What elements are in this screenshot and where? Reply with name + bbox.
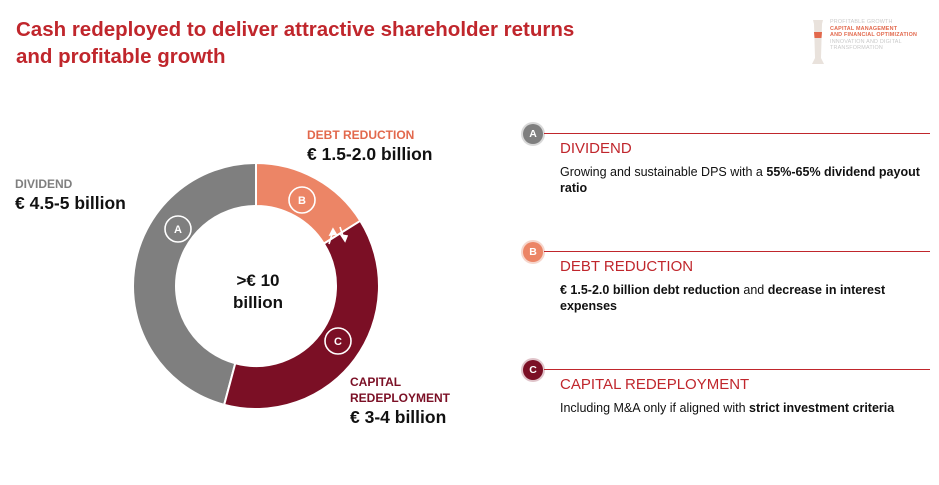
section-indicator: PROFITABLE GROWTH CAPITAL MANAGEMENT AND… (808, 15, 933, 67)
badge-a-icon: A (164, 215, 192, 243)
badge-a-icon: A (523, 124, 543, 144)
svg-text:C: C (334, 336, 342, 348)
divider (544, 369, 930, 370)
transfer-arrows-icon (328, 226, 349, 245)
svg-text:B: B (298, 195, 306, 207)
indicator-profitable-growth: PROFITABLE GROWTH (830, 19, 893, 25)
svg-text:A: A (174, 224, 182, 236)
capital-redeployment-amount: € 3-4 billion (350, 407, 447, 427)
item-heading-capital-redeployment: CAPITAL REDEPLOYMENT (560, 376, 750, 393)
capital-caption-line-1: CAPITAL (350, 375, 402, 389)
badge-c-icon: C (324, 327, 352, 355)
donut-total-label: >€ 10 billion (208, 270, 308, 314)
item-description-dividend: Growing and sustainable DPS with a 55%-6… (560, 165, 920, 195)
divider (544, 133, 930, 134)
debt-reduction-amount: € 1.5-2.0 billion (307, 144, 433, 164)
dividend-label: DIVIDEND € 4.5-5 billion (15, 176, 126, 214)
indicator-capital-management: CAPITAL MANAGEMENT (830, 25, 898, 32)
title-line-2: and profitable growth (16, 45, 226, 68)
title-line-1: Cash redeployed to deliver attractive sh… (16, 18, 575, 41)
divider (544, 251, 930, 252)
capital-caption-line-2: REDEPLOYMENT (350, 391, 451, 405)
donut-total-value: >€ 10 (236, 271, 280, 290)
badge-b-icon: B (288, 186, 316, 214)
page-title: Cash redeployed to deliver attractive sh… (16, 16, 736, 70)
item-heading-debt-reduction: DEBT REDUCTION (560, 258, 694, 275)
donut-total-unit: billion (232, 293, 284, 312)
item-description-debt-reduction: € 1.5-2.0 billion debt reduction and dec… (560, 283, 886, 313)
debt-reduction-segment (255, 161, 362, 245)
debt-reduction-caption: DEBT REDUCTION (307, 128, 415, 142)
item-description-capital-redeployment: Including M&A only if aligned with stric… (560, 401, 895, 415)
capital-redeployment-label: CAPITAL REDEPLOYMENT € 3-4 billion (350, 374, 450, 428)
badge-b-icon: B (523, 242, 543, 262)
indicator-innovation: INNOVATION AND DIGITAL (830, 38, 902, 45)
dividend-caption: DIVIDEND (15, 177, 73, 191)
dividend-amount: € 4.5-5 billion (15, 193, 126, 213)
list-item-capital-redeployment: C CAPITAL REDEPLOYMENT Including M&A onl… (520, 360, 930, 440)
pillar-logo-icon (812, 20, 824, 64)
item-heading-dividend: DIVIDEND (560, 140, 632, 157)
indicator-financial-optimization: AND FINANCIAL OPTIMIZATION (830, 32, 918, 39)
list-item-debt-reduction: B DEBT REDUCTION € 1.5-2.0 billion debt … (520, 242, 930, 322)
indicator-digital-transformation: TRANSFORMATION (830, 45, 884, 52)
debt-reduction-label: DEBT REDUCTION € 1.5-2.0 billion (307, 127, 432, 165)
badge-c-icon: C (523, 360, 543, 380)
list-item-dividend: A DIVIDEND Growing and sustainable DPS w… (520, 124, 930, 204)
